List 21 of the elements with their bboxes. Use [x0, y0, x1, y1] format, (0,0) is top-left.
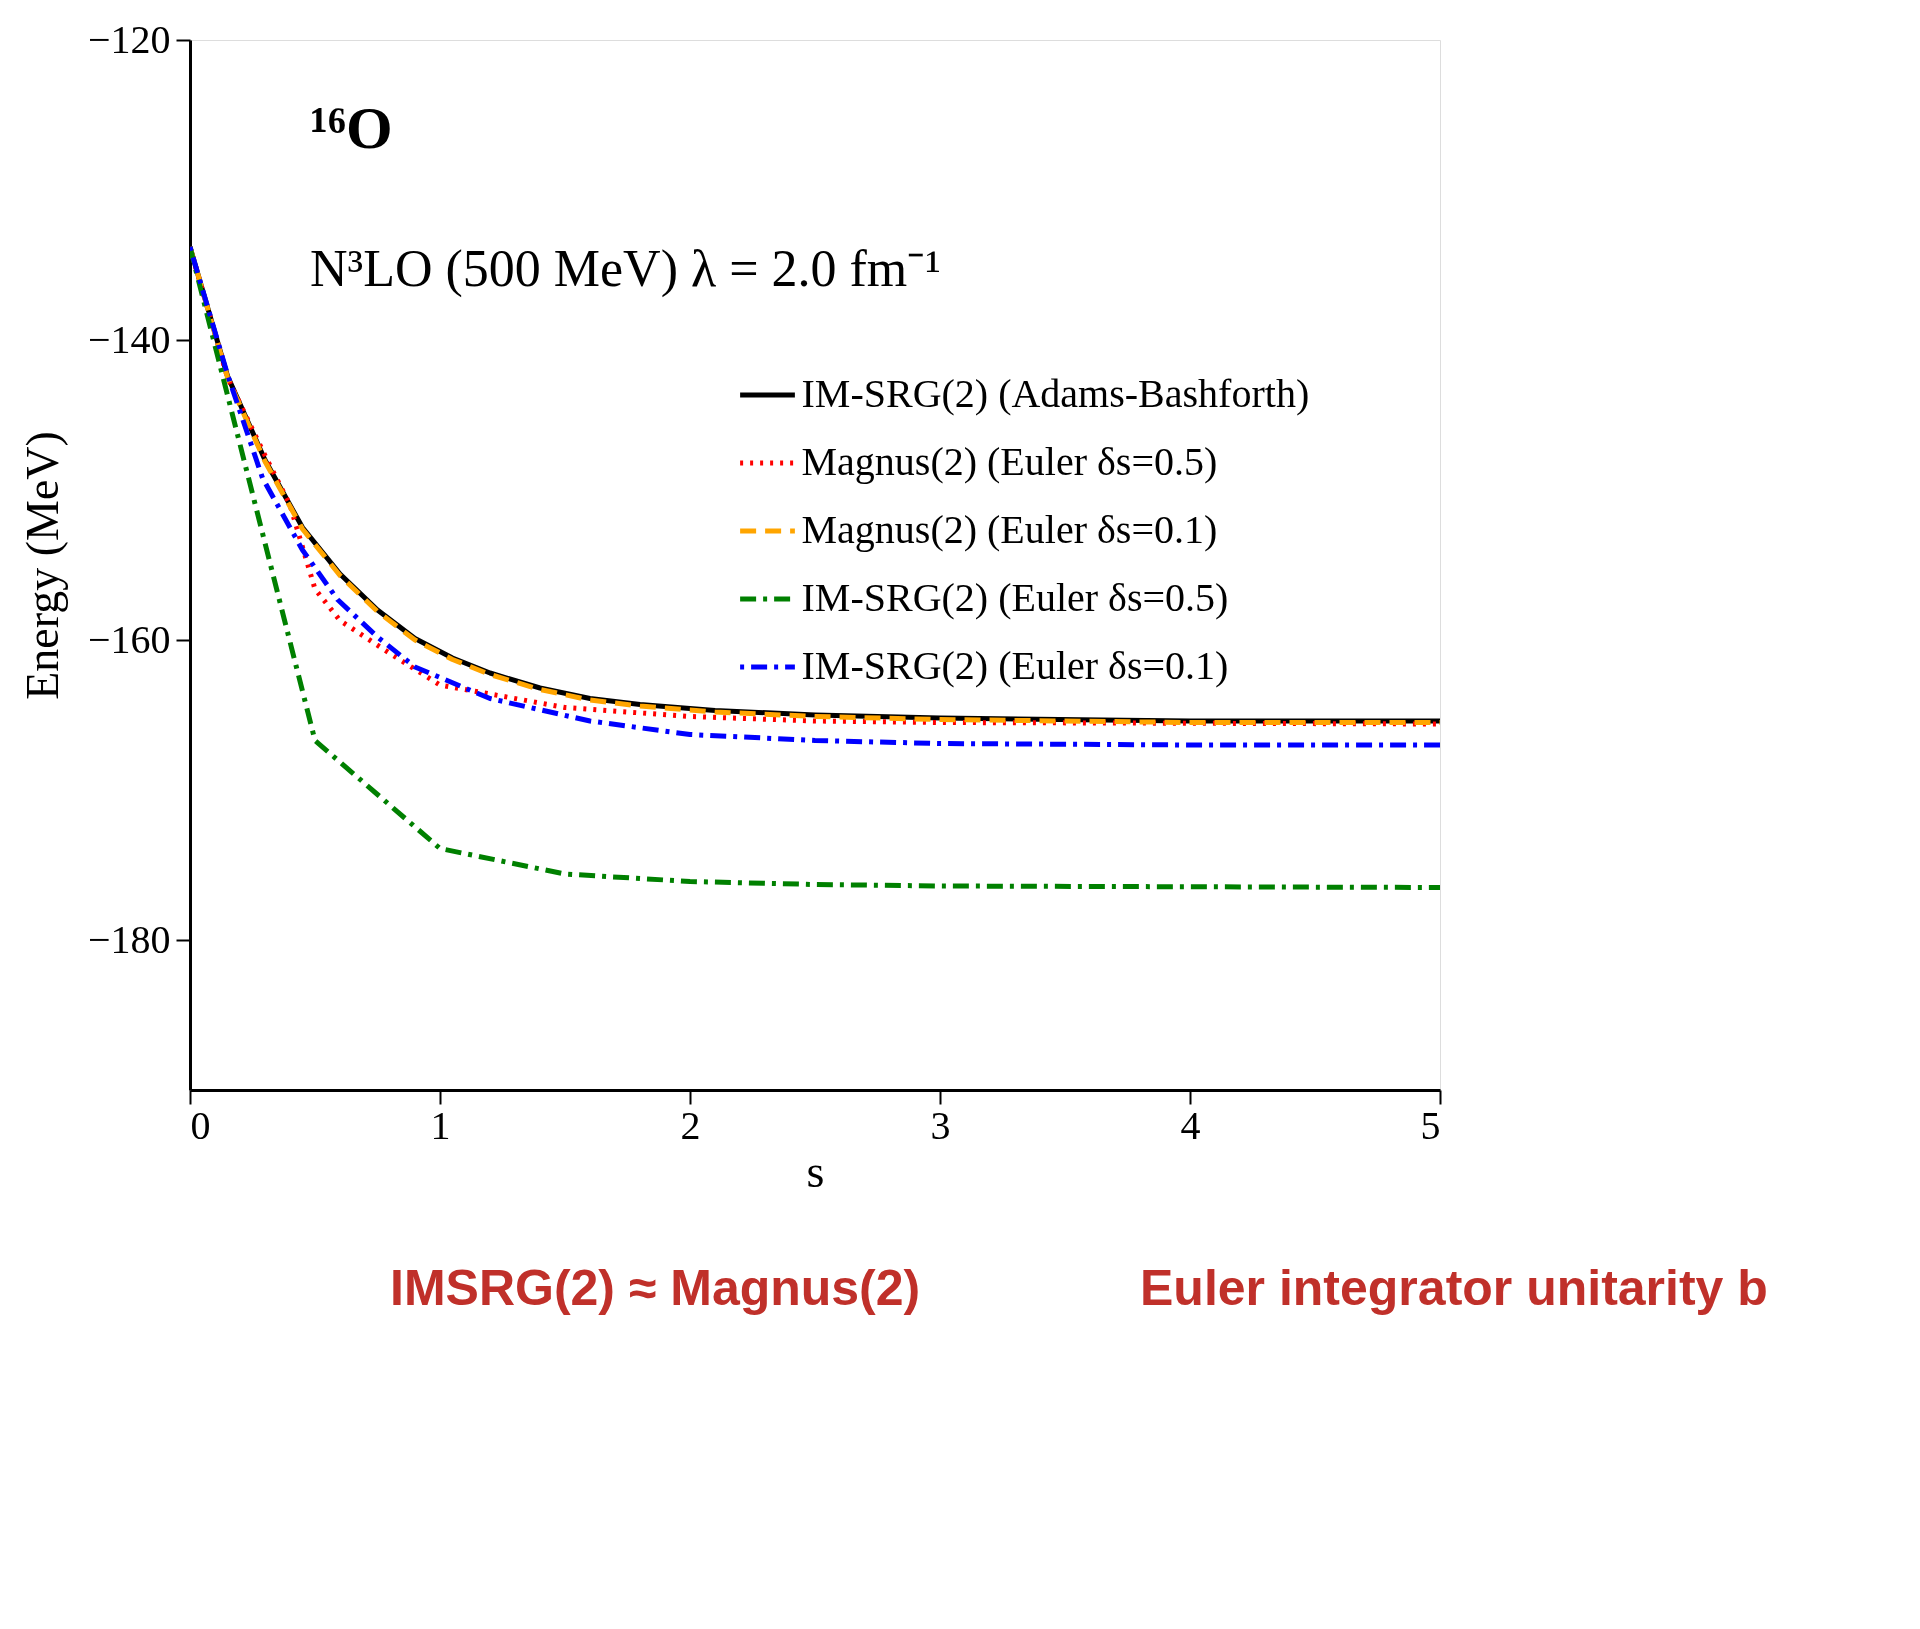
x-tick-label: 2 [680, 1102, 701, 1148]
x-tick-label: 4 [1180, 1102, 1201, 1148]
x-tick-label: 5 [1420, 1102, 1441, 1148]
text: Euler integrator unitarity b [1140, 1260, 1768, 1316]
legend-label: IM-SRG(2) (Euler δs=0.1) [801, 643, 1229, 688]
legend-label: IM-SRG(2) (Euler δs=0.5) [801, 575, 1229, 620]
legend-label: IM-SRG(2) (Adams-Bashforth) [801, 371, 1310, 416]
y-tick-label: −140 [87, 316, 171, 362]
y-tick-label: −160 [87, 616, 171, 662]
text: IMSRG(2) ≈ Magnus(2) [390, 1260, 921, 1316]
x-tick-label: 3 [930, 1102, 951, 1148]
annotation: N³LO (500 MeV) λ = 2.0 fm⁻¹ [310, 240, 941, 298]
y-axis-title: Energy (MeV) [16, 431, 68, 700]
x-axis-title: s [806, 1145, 825, 1197]
annotation: ¹⁶O [310, 95, 393, 161]
x-tick-label: 0 [190, 1102, 211, 1148]
legend-label: Magnus(2) (Euler δs=0.1) [801, 507, 1218, 552]
y-tick-label: −180 [87, 916, 171, 962]
x-tick-label: 1 [430, 1102, 451, 1148]
legend-label: Magnus(2) (Euler δs=0.5) [801, 439, 1218, 484]
y-tick-label: −120 [87, 16, 171, 62]
